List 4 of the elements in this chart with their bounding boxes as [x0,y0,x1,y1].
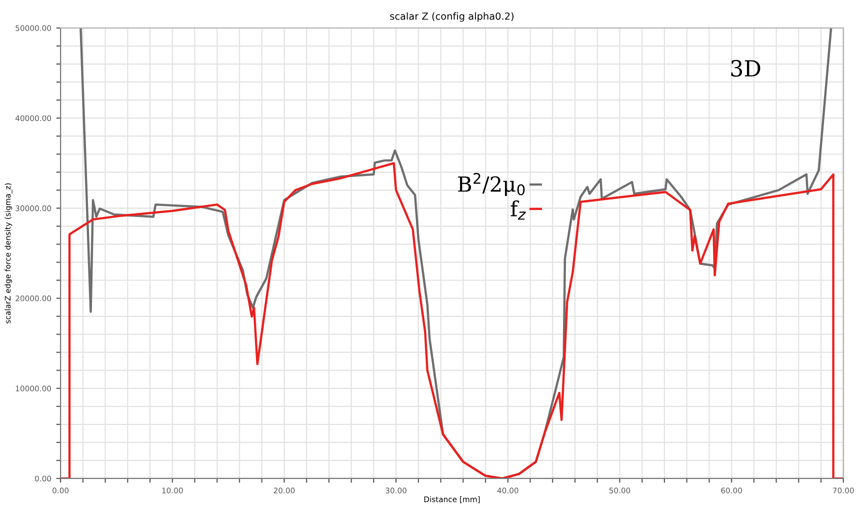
annotation: 3D [731,60,760,77]
chart-title: scalar Z (config alpha0.2) [390,12,514,22]
legend-label: B$^{2}$/2μ$_{0}$ [458,172,525,196]
legend-label: f$_{z}$ [510,200,526,220]
